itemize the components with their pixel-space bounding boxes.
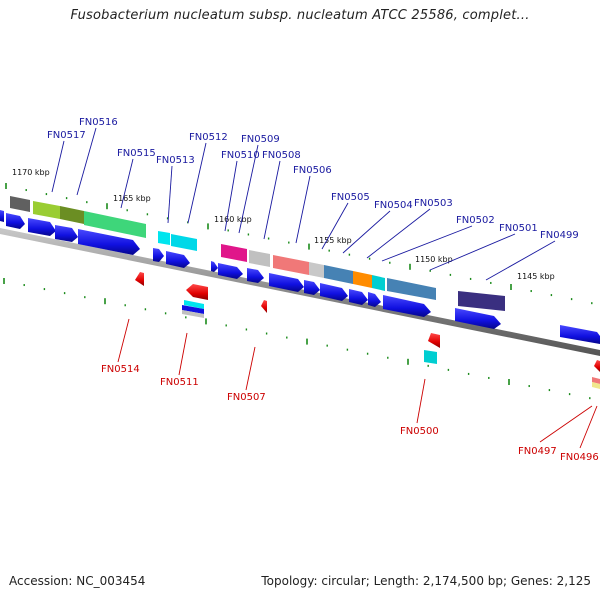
feature-bar (592, 377, 600, 384)
feature-bar (249, 250, 270, 267)
feature-bar (592, 382, 600, 389)
kbp-label: 1150 kbp (415, 255, 453, 264)
gene-label-upper[interactable]: FN0506 (293, 165, 332, 176)
forward-gene (6, 213, 25, 229)
gene-label-upper[interactable]: FN0501 (499, 223, 538, 234)
gene-label-lower[interactable]: FN0500 (400, 426, 439, 437)
forward-gene (368, 292, 381, 307)
feature-bar (60, 206, 84, 224)
gene-label-lower[interactable]: FN0511 (160, 377, 199, 388)
reverse-gene (182, 305, 204, 314)
forward-gene (455, 308, 501, 329)
gene-label-upper[interactable]: FN0508 (262, 150, 301, 161)
feature-bar (171, 234, 197, 251)
feature-bar (10, 196, 30, 212)
kbp-label: 1155 kbp (314, 236, 352, 245)
reverse-gene (261, 300, 267, 313)
feature-bar (182, 310, 204, 318)
feature-track-upper (10, 196, 505, 311)
feature-bar (33, 201, 60, 219)
reverse-gene (594, 360, 600, 372)
forward-gene (247, 268, 264, 283)
feature-bar (372, 275, 385, 291)
forward-gene (349, 289, 368, 305)
feature-bar (309, 262, 324, 278)
feature-bar (424, 350, 437, 364)
feature-bar (458, 291, 505, 311)
backbone (0, 228, 600, 356)
kbp-label: 1160 kbp (214, 215, 252, 224)
forward-gene (383, 295, 431, 317)
kbp-label: 1145 kbp (517, 272, 555, 281)
lower-gene-labels: FN0514 FN0511 FN0507 FN0500 FN0497 FN049… (101, 318, 599, 463)
forward-genes (0, 210, 600, 344)
forward-gene (218, 263, 243, 279)
gene-label-upper[interactable]: FN0502 (456, 215, 495, 226)
feature-bar (158, 231, 170, 245)
gene-label-upper[interactable]: FN0512 (189, 132, 228, 143)
forward-gene (211, 261, 218, 272)
gene-label-upper[interactable]: FN0505 (331, 192, 370, 203)
accession-text: Accession: NC_003454 (9, 574, 146, 588)
forward-gene (269, 273, 304, 292)
feature-bar (387, 278, 436, 300)
tick-row-lower (3, 278, 591, 400)
gene-label-upper[interactable]: FN0503 (414, 198, 453, 209)
reverse-gene (135, 272, 144, 286)
forward-gene (166, 251, 190, 268)
gene-label-lower[interactable]: FN0507 (227, 392, 266, 403)
kbp-label: 1170 kbp (12, 168, 50, 177)
forward-gene (153, 248, 164, 262)
feature-bar (84, 211, 146, 238)
gene-label-lower[interactable]: FN0514 (101, 364, 140, 375)
feature-bar (324, 265, 353, 284)
upper-gene-labels: FN0517 FN0516 FN0515 FN0513 FN0512 FN051… (47, 117, 579, 281)
kbp-label: 1165 kbp (113, 194, 151, 203)
feature-bar (221, 244, 247, 262)
feature-bar (273, 255, 309, 275)
gene-label-upper[interactable]: FN0513 (156, 155, 195, 166)
page-title: Fusobacterium nucleatum subsp. nucleatum… (70, 8, 530, 23)
gene-label-upper[interactable]: FN0516 (79, 117, 118, 128)
forward-gene (55, 225, 78, 242)
reverse-genes (135, 272, 600, 389)
gene-label-upper[interactable]: FN0504 (374, 200, 413, 211)
gene-label-upper[interactable]: FN0515 (117, 148, 156, 159)
feature-bar (353, 271, 372, 288)
kbp-labels: 1170 kbp 1165 kbp 1160 kbp 1155 kbp 1150… (12, 168, 555, 281)
gene-label-lower[interactable]: FN0497 (518, 446, 557, 457)
forward-gene (28, 218, 56, 236)
topology-text: Topology: circular; Length: 2,174,500 bp… (261, 574, 591, 588)
forward-gene (0, 210, 4, 222)
gene-label-upper[interactable]: FN0499 (540, 230, 579, 241)
reverse-gene (428, 333, 440, 348)
forward-gene (560, 325, 600, 344)
gene-label-upper[interactable]: FN0509 (241, 134, 280, 145)
forward-gene (304, 280, 320, 295)
gene-label-upper[interactable]: FN0517 (47, 130, 86, 141)
forward-gene (78, 229, 140, 255)
gene-label-upper[interactable]: FN0510 (221, 150, 260, 161)
reverse-gene (186, 284, 208, 300)
feature-bar (184, 300, 204, 309)
forward-gene (320, 283, 348, 301)
gene-label-lower[interactable]: FN0496 (560, 452, 599, 463)
